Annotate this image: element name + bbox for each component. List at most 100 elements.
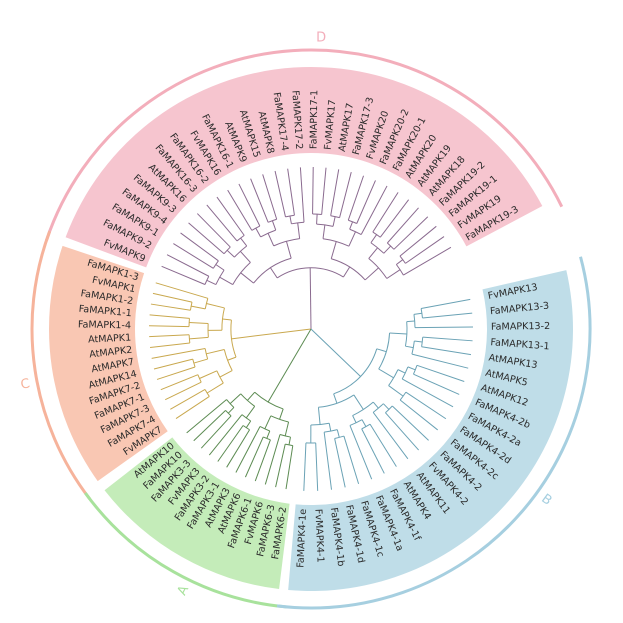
branch-line [349,425,373,480]
branch-line [227,189,253,231]
branch-line [288,436,291,446]
branch-line [170,389,206,410]
branch-line [299,167,305,223]
branch-line [372,412,409,460]
branch-arc [348,219,357,224]
branch-line [189,321,209,324]
branch-line [279,408,284,420]
branch-arc [324,429,338,433]
leaf-marker [474,367,482,374]
branch-line [173,243,214,269]
branch-line [149,314,190,319]
leaf-marker [421,197,429,204]
branch-line [285,445,294,490]
leaf-marker [218,472,225,480]
branch-line [275,444,286,488]
leaf-marker [363,163,370,170]
leaf-marker [269,158,277,165]
branch-line [149,334,190,338]
branch-arc [372,403,384,413]
leaf-marker [479,323,487,331]
leaf-marker [385,479,393,486]
clade-band-B [288,270,573,591]
branch-arc [216,370,224,384]
branch-line [376,348,387,353]
clade-bands [49,66,573,591]
leaf-marker [219,178,226,185]
leaf-marker [135,333,143,341]
branch-line [361,419,367,427]
leaf-marker [314,497,322,505]
branch-line [245,406,256,419]
branch-line [405,391,447,420]
branch-line [150,342,190,349]
leaf-marker [422,454,429,461]
leaf-marker [183,444,190,451]
branch-line [240,237,248,247]
leaf-marker [388,173,395,181]
branch-line [303,442,307,491]
branch-arc [349,228,362,235]
branch-line [156,366,196,380]
branch-arc [395,264,404,276]
branch-line [227,356,237,361]
branch-arc [378,333,391,370]
leaf-label: FaMAPK13-2 [491,321,550,333]
branch-line [364,267,379,281]
leaf-marker [135,322,143,329]
branch-line [421,346,472,356]
branch-line [235,426,261,473]
leaf-marker [344,493,351,501]
leaf-marker [432,444,440,451]
branch-line [328,423,332,432]
branch-line [336,429,340,438]
branch-line [189,336,209,340]
branch-line [330,241,337,259]
branch-arc [361,423,371,430]
leaf-marker [191,452,198,459]
branch-line [348,231,356,247]
branch-line [321,167,327,215]
branch-line [356,180,376,224]
leaf-marker [238,483,245,490]
branch-line [266,430,271,439]
branch-arc [251,225,261,231]
branch-line [227,407,235,414]
branch-line [383,245,392,254]
branch-line [271,220,277,231]
branch-line [322,224,326,239]
leaf-marker [138,356,146,364]
leaf-marker [142,276,150,284]
branch-arc [270,415,289,423]
branch-line [267,232,275,247]
branch-line [352,415,357,423]
clade-band-C [49,245,168,482]
leaf-marker [199,459,207,467]
leaf-marker [158,411,165,418]
leaf-marker [136,310,143,318]
branch-line [360,185,388,235]
branch-line [406,320,415,323]
leaf-marker [456,239,463,246]
branch-line [405,345,414,349]
leaf-marker [154,246,162,254]
branch-arc [204,389,210,397]
leaf-marker [148,390,155,397]
leaf-marker [442,432,449,440]
leaf-marker [400,180,407,188]
branch-line [407,366,416,371]
branch-line [219,276,233,286]
branch-line [372,401,379,409]
leaf-marker [337,156,344,163]
leaf-marker [136,345,144,352]
branch-arc [401,366,409,380]
branch-line [274,170,286,217]
branch-line [316,214,318,225]
branch-line [378,368,394,379]
branch-arc [260,229,276,238]
branch-line [206,349,225,355]
root-branch [309,267,312,330]
leaf-marker [256,161,263,169]
branch-line [247,391,256,401]
